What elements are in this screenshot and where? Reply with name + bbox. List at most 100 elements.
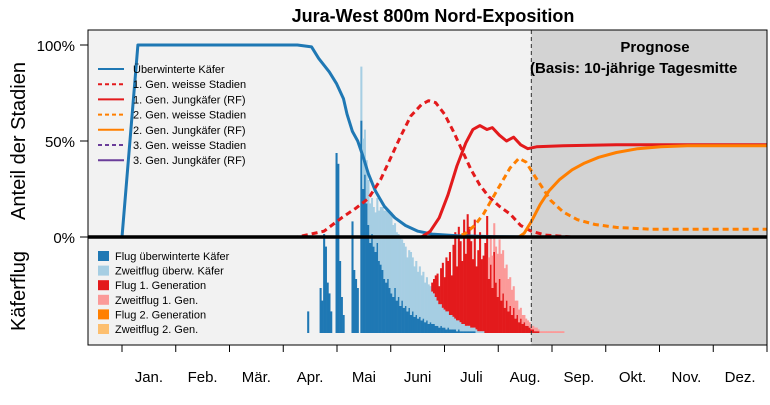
- flight-bar-s0-d152: [388, 288, 391, 333]
- flight-bar-s2-d214: [498, 279, 501, 333]
- flight-bar-s3-d230: [526, 320, 529, 326]
- flight-bar-s0-d151: [386, 279, 389, 333]
- flight-bar-s2-d205: [482, 255, 485, 332]
- flight-bar-s1-d153: [390, 212, 393, 294]
- flight-bar-s2-d197: [468, 226, 471, 326]
- flight-bar-s2-d177: [432, 279, 436, 294]
- x-tick-label-6: Juli: [460, 369, 483, 386]
- legend-flight-swatch-3: [98, 294, 109, 305]
- flight-bar-s0-d169: [418, 316, 421, 333]
- series-line-3: [122, 156, 767, 239]
- flight-bar-s2-d181: [440, 268, 443, 305]
- flight-bar-s0-d115: [323, 234, 326, 333]
- flight-bar-s2-d182: [441, 262, 444, 308]
- flight-bar-s1-d142: [370, 198, 374, 234]
- flight-bar-s1-d145: [376, 198, 379, 243]
- flight-bar-s1-d169: [418, 266, 421, 317]
- flight-bar-s1-d166: [413, 266, 416, 317]
- flight-bar-s1-d193: [461, 324, 464, 332]
- x-tick-label-7: Aug.: [510, 369, 541, 386]
- x-tick-label-10: Nov.: [672, 369, 702, 386]
- flight-bar-s1-d168: [417, 271, 420, 319]
- flight-bar-s0-d181: [440, 325, 443, 333]
- flight-bar-s0-d140: [367, 225, 370, 333]
- flight-bar-s2-d219: [507, 311, 510, 333]
- flight-bar-s0-d177: [432, 324, 436, 333]
- flight-bar-s0-d199: [471, 331, 475, 333]
- flight-bar-s3-d240: [544, 331, 547, 333]
- flight-bar-s0-d158: [399, 306, 402, 333]
- flight-bar-s0-d116: [324, 246, 327, 333]
- flight-bar-s0-d146: [378, 261, 381, 333]
- legend-flight-label-2: Flug 1. Generation: [115, 280, 206, 292]
- flight-bar-s0-d155: [394, 288, 397, 333]
- flight-bar-s0-d182: [441, 327, 444, 333]
- flight-bar-s2-d229: [525, 325, 528, 333]
- flight-bar-s1-d202: [477, 331, 480, 333]
- flight-bar-s2-d194: [463, 219, 466, 324]
- flight-bar-s2-d209: [489, 264, 492, 333]
- flight-bar-s0-d191: [457, 329, 460, 333]
- flight-bar-s3-d243: [549, 331, 552, 333]
- flight-bar-s3-d245: [553, 331, 556, 333]
- flight-bar-s2-d176: [431, 282, 434, 292]
- legend-flight-label-0: Flug überwinterte Käfer: [115, 251, 230, 263]
- flight-bar-s1-d171: [422, 271, 425, 319]
- flight-bar-s3-d217: [503, 268, 506, 308]
- flight-bar-s0-d148: [381, 270, 384, 333]
- flight-bar-s0-d195: [464, 331, 467, 333]
- flight-bar-s3-d214: [498, 239, 501, 279]
- flight-bar-s2-d208: [487, 279, 490, 333]
- x-tick-label-3: Apr.: [297, 369, 324, 386]
- flight-bar-s1-d138: [363, 129, 366, 175]
- legend-stage-label-5: 3. Gen. weisse Stadien: [133, 140, 246, 152]
- flight-bar-s2-d202: [477, 250, 480, 332]
- flight-bar-s0-d172: [424, 322, 427, 333]
- flight-bar-s0-d167: [415, 315, 418, 333]
- x-tick-label-8: Sep.: [563, 369, 594, 386]
- flight-bar-s2-d234: [533, 331, 537, 333]
- flight-bar-s3-d213: [496, 253, 499, 297]
- flight-bar-s1-d144: [374, 212, 377, 252]
- flight-bar-s2-d212: [495, 282, 498, 333]
- flight-bar-s3-d235: [535, 327, 538, 332]
- legend-flight: Flug überwinterte Käfer Zweitflug überw. …: [98, 251, 230, 336]
- x-tick-label-2: Mär.: [242, 369, 271, 386]
- flight-bar-s0-d190: [456, 331, 459, 333]
- forecast-background: [531, 30, 767, 345]
- flight-bar-s3-d237: [539, 331, 542, 333]
- flight-bar-s1-d175: [429, 286, 432, 323]
- flight-bar-s0-d153: [390, 293, 393, 333]
- flight-bar-s0-d141: [369, 243, 372, 333]
- flight-bar-s0-d162: [406, 311, 409, 333]
- flight-bar-s3-d242: [548, 331, 551, 333]
- flight-bar-s2-d184: [445, 257, 448, 312]
- flight-bar-s2-d223: [514, 318, 517, 333]
- flight-bar-s2-d196: [466, 214, 469, 326]
- flight-bar-s1-d165: [411, 257, 414, 312]
- flight-bar-s0-d138: [363, 174, 366, 333]
- flight-bar-s2-d221: [510, 315, 514, 333]
- flight-bar-s2-d236: [537, 331, 540, 333]
- x-tick-label-1: Feb.: [188, 369, 218, 386]
- flight-bar-s1-d164: [409, 252, 413, 315]
- flight-bar-s1-d154: [392, 225, 395, 297]
- flight-bar-s2-d220: [509, 306, 512, 333]
- flight-bar-s1-d160: [402, 243, 405, 308]
- flight-bar-s1-d172: [424, 282, 427, 323]
- flight-bar-s0-d185: [447, 327, 450, 333]
- flight-bar-s0-d175: [429, 322, 432, 333]
- flight-bar-s1-d156: [395, 232, 398, 301]
- flight-bar-s0-d192: [459, 331, 462, 333]
- flight-bar-s2-d187: [450, 275, 453, 315]
- flight-bar-s0-d186: [448, 329, 451, 333]
- flight-bar-s1-d182: [441, 307, 444, 328]
- flight-bar-s0-d113: [319, 288, 322, 333]
- flight-bar-s1-d149: [383, 210, 386, 279]
- flight-bar-s2-d206: [484, 243, 487, 333]
- x-tick-label-5: Juni: [404, 369, 432, 386]
- flight-bar-s2-d216: [502, 293, 505, 333]
- y-tick-label-50: 50%: [45, 134, 75, 151]
- flight-bar-s2-d199: [471, 259, 475, 328]
- flight-bar-s0-d188: [452, 329, 455, 333]
